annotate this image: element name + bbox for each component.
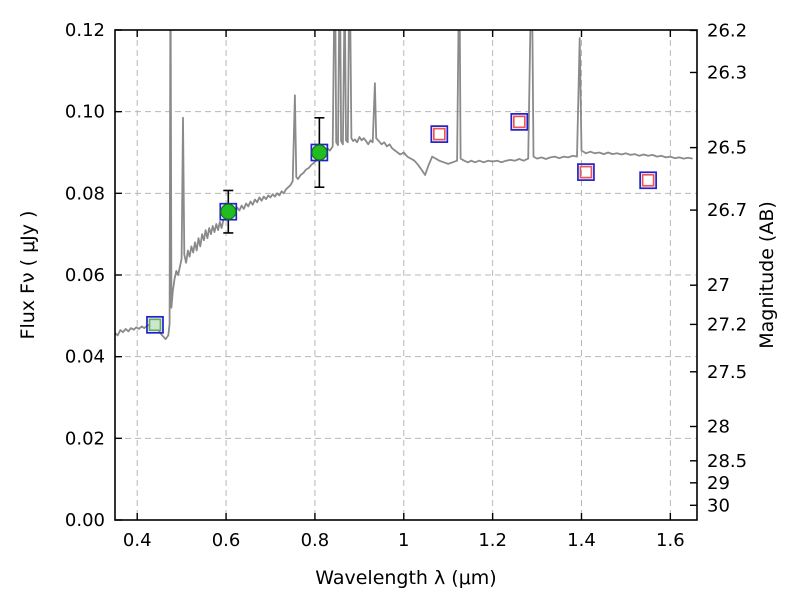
model-spectrum-line — [115, 30, 693, 340]
y-right-tick-label: 28.5 — [707, 451, 747, 472]
y-left-tick-label: 0.06 — [65, 265, 105, 286]
observed-photometry-square-blue — [430, 125, 449, 143]
y-right-tick-label: 27 — [707, 275, 730, 296]
x-tick-label: 0.8 — [301, 530, 330, 551]
y-left-tick-label: 0.02 — [65, 428, 105, 449]
y-right-tick-label: 28 — [707, 416, 730, 437]
detected-photometry-circle — [311, 144, 328, 161]
observed-photometry-square-blue — [639, 171, 657, 190]
x-tick-label: 1.2 — [478, 530, 507, 551]
y-right-tick-label: 26.5 — [707, 138, 747, 159]
detected-photometry-circle — [220, 203, 237, 220]
observed-photometry-square-blue — [577, 163, 595, 181]
observed-photometry-square-blue — [510, 113, 529, 131]
y-right-tick-label: 27.2 — [707, 314, 747, 335]
x-tick-label: 0.4 — [123, 530, 152, 551]
x-tick-label: 1 — [398, 530, 409, 551]
x-axis-label: Wavelength λ (μm) — [315, 567, 496, 589]
y-right-tick-label: 26.2 — [707, 20, 747, 41]
x-tick-label: 1.4 — [567, 530, 596, 551]
y-right-tick-label: 29 — [707, 473, 730, 494]
model-photometry-square-red — [512, 115, 526, 129]
x-tick-label: 0.6 — [212, 530, 241, 551]
y-axis-label-left: Flux Fν ( μJy ) — [17, 211, 39, 340]
y-left-tick-label: 0.08 — [65, 183, 105, 204]
observed-photometry-square-blue — [146, 315, 164, 334]
model-photometry-square-red — [641, 173, 655, 187]
model-photometry-square-green — [148, 318, 162, 332]
y-axis-label-right: Magnitude (AB) — [756, 201, 778, 349]
gridlines — [115, 30, 697, 520]
y-left-tick-label: 0.12 — [65, 20, 105, 41]
axis-labels: Wavelength λ (μm) Flux Fν ( μJy ) Magnitud… — [17, 201, 778, 589]
x-tick-label: 1.6 — [656, 530, 685, 551]
tick-labels: 0.4 0.6 0.8 1 1.2 1.4 1.6 0.00 0.02 0.04 0.06 0.08 0… — [65, 20, 747, 551]
model-photometry-square-red — [579, 165, 593, 179]
y-right-tick-label: 26.7 — [707, 200, 747, 221]
y-right-tick-label: 27.5 — [707, 362, 747, 383]
y-left-tick-label: 0.04 — [65, 347, 105, 368]
y-right-tick-label: 30 — [707, 495, 730, 516]
y-left-tick-label: 0.10 — [65, 102, 105, 123]
y-left-tick-label: 0.00 — [65, 510, 105, 531]
model-photometry-square-red — [432, 127, 446, 141]
axis-ticks — [115, 29, 697, 521]
y-right-tick-label: 26.3 — [707, 62, 747, 83]
